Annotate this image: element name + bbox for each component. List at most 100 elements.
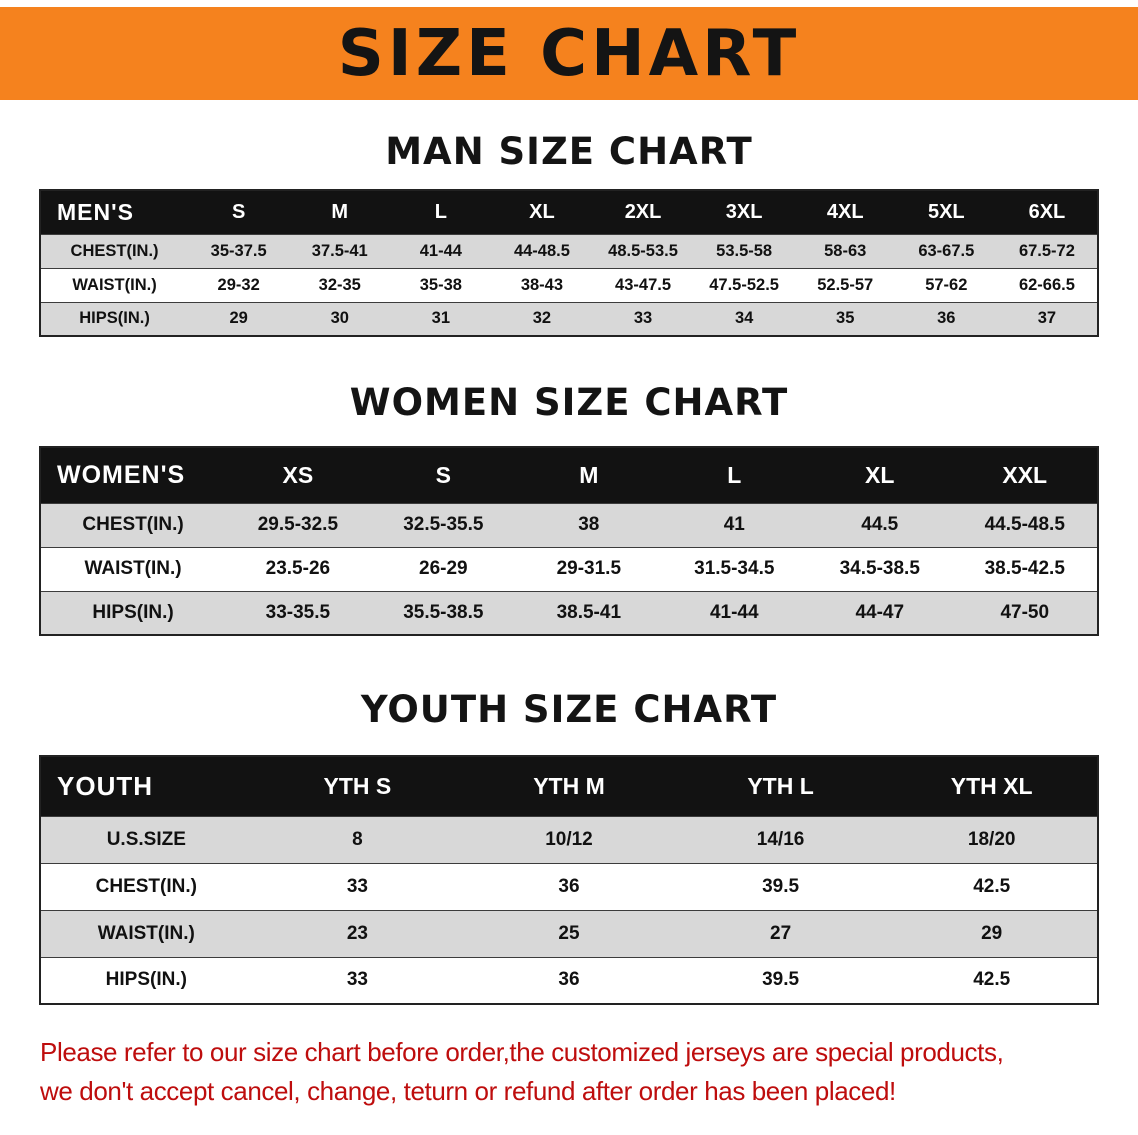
size-column-header: 6XL [996,189,1098,234]
value-cell: 44.5-48.5 [952,502,1098,547]
table-row: CHEST(IN.) 33 36 39.5 42.5 [40,862,1098,910]
table-row: WAIST(IN.) 23.5-26 26-29 29-31.5 31.5-34.5 34… [40,546,1098,591]
value-cell: 35 [794,301,896,336]
value-cell: 48.5-53.5 [592,233,694,268]
value-cell: 67.5-72 [996,233,1098,268]
womens-section-heading: WOMEN SIZE CHART [349,381,789,424]
value-cell: 41-44 [390,233,492,268]
notice-line-2: we don't accept cancel, change, teturn o… [40,1076,896,1106]
value-cell: 57-62 [895,267,997,302]
value-cell: 18/20 [886,815,1098,863]
value-cell: 38.5-41 [516,590,662,635]
value-cell: 29-31.5 [516,546,662,591]
table-row: HIPS(IN.) 33 36 39.5 42.5 [40,956,1098,1004]
table-row: HIPS(IN.) 29 30 31 32 33 34 35 36 37 [40,301,1098,336]
table-row: WAIST(IN.) 29-32 32-35 35-38 38-43 43-47.5 47.… [40,267,1098,302]
value-cell: 43-47.5 [592,267,694,302]
value-cell: 33 [251,956,464,1004]
value-cell: 30 [289,301,391,336]
size-column-header: XL [807,446,953,503]
value-cell: 38 [516,502,662,547]
size-column-header: YTH L [674,755,887,816]
size-column-header: 5XL [895,189,997,234]
footer-notice: Please refer to our size chart before or… [0,1005,1138,1135]
size-column-header: L [661,446,808,503]
value-cell: 25 [463,909,675,957]
value-cell: 58-63 [794,233,896,268]
value-cell: 33 [592,301,694,336]
value-cell: 27 [674,909,887,957]
table-row: WAIST(IN.) 23 25 27 29 [40,909,1098,957]
banner: SIZE CHART [0,7,1138,100]
table-header-row: YOUTH YTH S YTH M YTH L YTH XL [40,755,1098,816]
row-label-cell: U.S.SIZE [40,815,252,863]
value-cell: 34.5-38.5 [807,546,953,591]
row-label-cell: WAIST(IN.) [40,546,226,591]
size-column-header: XL [491,189,593,234]
value-cell: 37.5-41 [289,233,391,268]
row-label-cell: WAIST(IN.) [40,909,252,957]
table-row: U.S.SIZE 8 10/12 14/16 18/20 [40,815,1098,863]
size-column-header: 2XL [592,189,694,234]
value-cell: 44-47 [807,590,953,635]
value-cell: 41 [661,502,808,547]
row-label-cell: WAIST(IN.) [40,267,189,302]
value-cell: 41-44 [661,590,808,635]
value-cell: 35-38 [390,267,492,302]
value-cell: 35.5-38.5 [370,590,517,635]
row-label-cell: CHEST(IN.) [40,502,226,547]
value-cell: 52.5-57 [794,267,896,302]
value-cell: 42.5 [886,862,1098,910]
value-cell: 62-66.5 [996,267,1098,302]
value-cell: 29 [188,301,290,336]
value-cell: 38-43 [491,267,593,302]
table-row: CHEST(IN.) 29.5-32.5 32.5-35.5 38 41 44.5 44.5… [40,502,1098,547]
row-label-cell: HIPS(IN.) [40,590,226,635]
value-cell: 36 [463,956,675,1004]
size-column-header: 3XL [693,189,795,234]
size-column-header: M [289,189,391,234]
value-cell: 31 [390,301,492,336]
value-cell: 32-35 [289,267,391,302]
value-cell: 44-48.5 [491,233,593,268]
youth-section-heading: YOUTH SIZE CHART [360,688,778,731]
value-cell: 10/12 [463,815,675,863]
value-cell: 47.5-52.5 [693,267,795,302]
row-label-cell: HIPS(IN.) [40,301,189,336]
table-title-cell: MEN'S [40,189,189,234]
value-cell: 36 [463,862,675,910]
value-cell: 8 [251,815,464,863]
youth-section: YOUTH SIZE CHART YOUTH YTH S YTH M YTH L YTH… [0,688,1138,1005]
size-column-header: YTH XL [886,755,1098,816]
size-column-header: L [390,189,492,234]
table-title-cell: WOMEN'S [40,446,226,503]
value-cell: 35-37.5 [188,233,290,268]
size-column-header: S [370,446,517,503]
value-cell: 42.5 [886,956,1098,1004]
mens-section-heading: MAN SIZE CHART [385,130,753,173]
value-cell: 47-50 [952,590,1098,635]
womens-size-table: WOMEN'S XS S M L XL XXL CHEST(IN.) 29.5-32.5 32.5… [39,446,1099,636]
value-cell: 38.5-42.5 [952,546,1098,591]
row-label-cell: HIPS(IN.) [40,956,252,1004]
size-column-header: YTH M [463,755,675,816]
size-column-header: XXL [952,446,1098,503]
size-column-header: XS [225,446,371,503]
value-cell: 32 [491,301,593,336]
value-cell: 29-32 [188,267,290,302]
value-cell: 33-35.5 [225,590,371,635]
value-cell: 29 [886,909,1098,957]
womens-section: WOMEN SIZE CHART WOMEN'S XS S M L XL XXL CHEST(… [0,381,1138,636]
mens-size-table: MEN'S S M L XL 2XL 3XL 4XL 5XL 6XL CHEST(IN.) 35-37… [39,189,1099,337]
size-column-header: 4XL [794,189,896,234]
notice-line-1: Please refer to our size chart before or… [40,1037,1004,1067]
mens-section: MAN SIZE CHART MEN'S S M L XL 2XL 3XL 4XL 5XL 6XL… [0,130,1138,337]
table-header-row: WOMEN'S XS S M L XL XXL [40,446,1098,503]
value-cell: 39.5 [674,862,887,910]
table-header-row: MEN'S S M L XL 2XL 3XL 4XL 5XL 6XL [40,189,1098,234]
value-cell: 26-29 [370,546,517,591]
value-cell: 32.5-35.5 [370,502,517,547]
size-column-header: S [188,189,290,234]
table-row: CHEST(IN.) 35-37.5 37.5-41 41-44 44-48.5 48.5… [40,233,1098,268]
